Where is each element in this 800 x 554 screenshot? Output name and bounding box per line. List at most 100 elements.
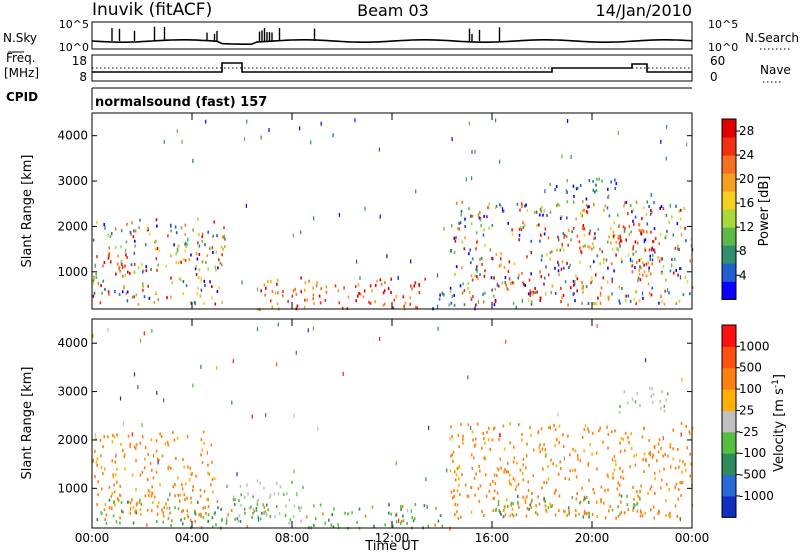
echo-cell — [369, 301, 372, 305]
echo-cell — [201, 232, 204, 236]
echo-cell — [654, 237, 657, 240]
echo-cell — [468, 252, 470, 256]
echo-cell — [613, 455, 616, 459]
echo-cell — [482, 233, 485, 237]
echo-cell — [672, 233, 675, 237]
echo-cell — [587, 500, 590, 504]
echo-cell — [176, 436, 179, 440]
echo-cell — [116, 497, 119, 501]
echo-cell — [654, 492, 656, 495]
echo-cell — [102, 279, 105, 283]
echo-cell — [645, 213, 648, 216]
echo-cell — [470, 510, 473, 514]
echo-cell — [582, 290, 584, 294]
echo-noise — [139, 338, 142, 343]
echo-cell — [665, 514, 667, 517]
echo-cell — [677, 244, 679, 248]
echo-cell — [682, 460, 684, 464]
echo-cell — [504, 281, 506, 285]
echo-cell — [201, 260, 204, 264]
echo-cell — [101, 291, 103, 295]
echo-cell — [649, 487, 652, 491]
echo-cell — [603, 257, 605, 261]
echo-cell — [573, 292, 575, 295]
echo-cell — [567, 434, 569, 438]
echo-cell — [502, 209, 505, 213]
echo-cell — [502, 515, 505, 519]
echo-cell — [117, 254, 119, 258]
echo-cell — [642, 206, 645, 210]
echo-cell — [611, 277, 613, 281]
echo-cell — [374, 283, 377, 287]
echo-cell — [495, 204, 498, 208]
echo-noise — [276, 362, 278, 367]
echo-cell — [559, 460, 562, 464]
echo-cell — [643, 470, 645, 474]
echo-cell — [200, 288, 203, 292]
echo-cell — [154, 247, 157, 251]
echo-cell — [608, 295, 610, 299]
echo-cell — [108, 292, 110, 296]
echo-cell — [493, 303, 496, 307]
echo-cell — [214, 265, 217, 269]
echo-cell — [486, 430, 488, 434]
echo-cell — [450, 249, 452, 253]
velocity-x-axis: 00:00 04:00 08:00 12:00 16:00 20:00 00:00 — [75, 319, 709, 545]
echo-cell — [302, 485, 304, 489]
echo-cell — [103, 223, 105, 226]
echo-cell — [638, 272, 641, 276]
echo-cell — [615, 463, 617, 467]
echo-cell — [471, 430, 474, 434]
echo-noise — [310, 140, 312, 145]
echo-cell — [503, 447, 506, 451]
echo-cell — [562, 293, 565, 297]
echo-cell — [271, 305, 274, 309]
echo-cell — [487, 206, 489, 210]
echo-cell — [549, 257, 551, 261]
echo-cell — [188, 478, 191, 482]
echo-cell — [252, 495, 254, 499]
echo-cell — [208, 472, 211, 476]
echo-cell — [108, 254, 110, 258]
echo-cell — [650, 293, 653, 297]
echo-cell — [498, 509, 500, 513]
echo-cell — [559, 248, 562, 252]
colorbar-swatch — [722, 410, 736, 433]
echo-cell — [104, 467, 106, 471]
echo-cell — [478, 499, 481, 503]
echo-cell — [639, 490, 641, 493]
echo-cell — [634, 215, 637, 219]
echo-cell — [201, 239, 204, 243]
echo-cell — [540, 209, 543, 213]
echo-cell — [619, 441, 621, 445]
echo-cell — [688, 430, 691, 434]
echo-cell — [502, 509, 505, 513]
echo-noise — [660, 139, 662, 144]
x-tick-label: 16:00 — [475, 531, 510, 545]
nsky-panel: N.Sky 10^5 10^0 10^5 10^0 N.Search — [3, 18, 799, 54]
echo-cell — [289, 518, 292, 522]
echo-noise — [607, 474, 609, 479]
echo-cell — [522, 478, 525, 482]
echo-cell — [512, 514, 515, 518]
echo-cell — [626, 494, 628, 498]
echo-cell — [189, 518, 192, 522]
echo-cell — [368, 300, 370, 304]
echo-noise — [181, 139, 183, 144]
echo-noise — [200, 364, 202, 369]
echo-cell — [259, 481, 261, 485]
echo-cell — [262, 503, 264, 507]
echo-cell — [545, 292, 547, 296]
echo-cell — [167, 443, 170, 447]
echo-noise — [681, 377, 683, 382]
echo-cell — [588, 179, 591, 183]
echo-cell — [177, 244, 180, 248]
echo-cell — [418, 283, 420, 286]
echo-cell — [107, 233, 109, 237]
echo-cell — [97, 493, 99, 497]
x-tick-label: 04:00 — [175, 531, 210, 545]
echo-cell — [184, 223, 187, 227]
echo-cell — [665, 398, 667, 402]
echo-cell — [165, 502, 167, 506]
